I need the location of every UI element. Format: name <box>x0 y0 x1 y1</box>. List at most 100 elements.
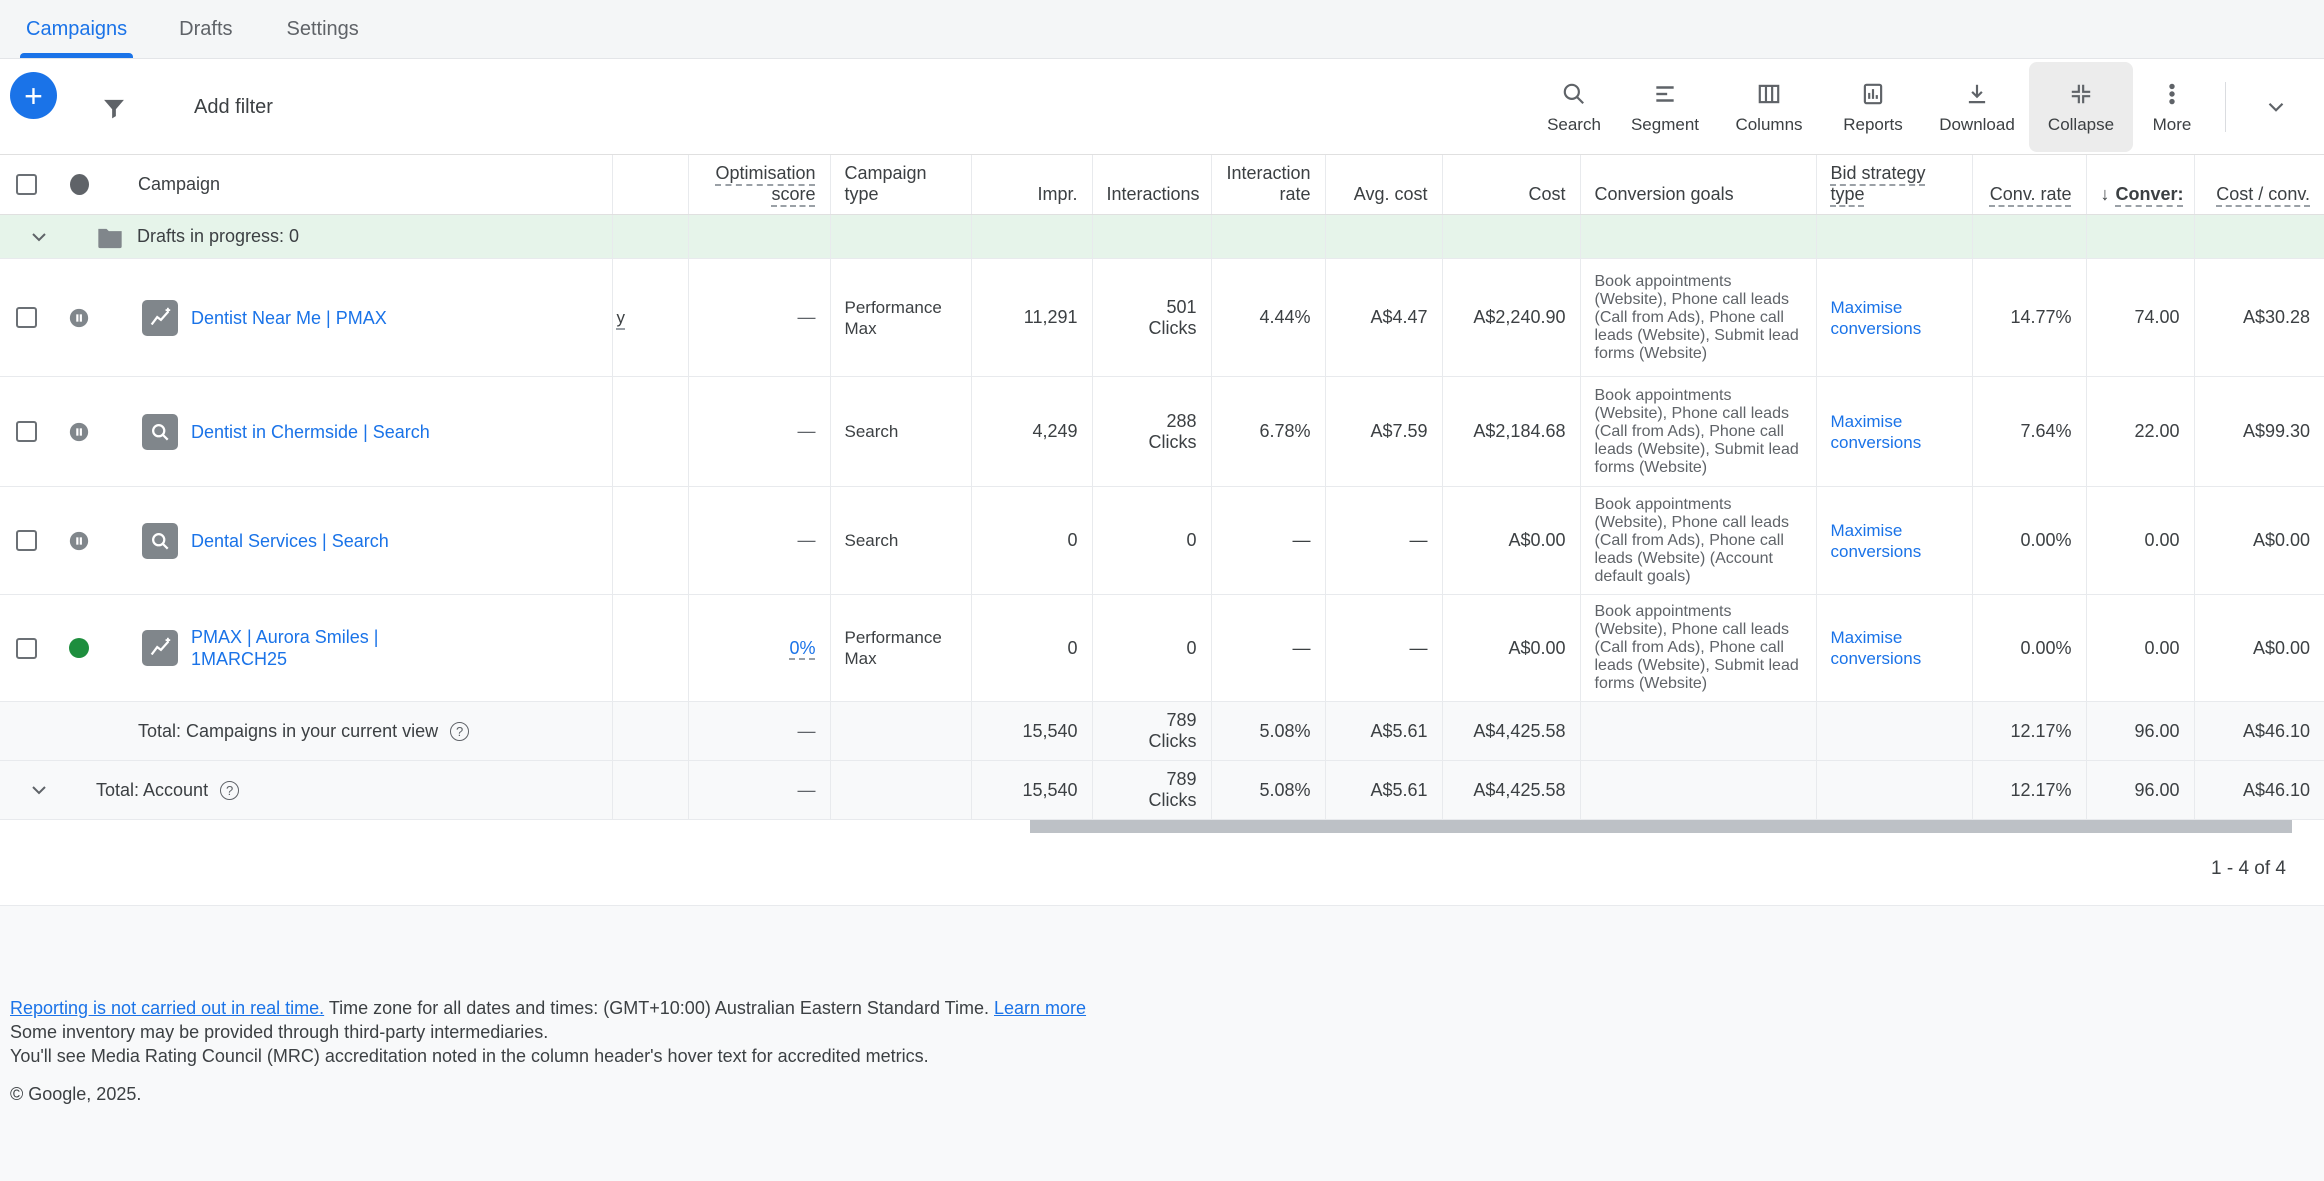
bid-strategy-link[interactable]: Maximise conversions <box>1830 411 1922 452</box>
header-optimisation-score-label: Optimisation score <box>715 163 816 204</box>
row-checkbox[interactable] <box>16 637 37 659</box>
bid-strategy-link[interactable]: Maximise conversions <box>1830 628 1922 668</box>
help-icon[interactable]: ? <box>450 721 470 741</box>
conv-rate-value: 7.64% <box>1971 376 2086 487</box>
more-vertical-icon <box>2159 81 2185 107</box>
interaction-rate-value: 6.78% <box>1210 376 1325 487</box>
segment-button[interactable]: Segment <box>1613 62 1717 152</box>
avg-cost-value: — <box>1324 594 1442 702</box>
table-header-row: Campaign Optimisation score Campaign typ… <box>0 155 2324 215</box>
total-impressions: 15,540 <box>970 760 1092 820</box>
toolbar-right-group: Search Segment Columns Reports Download <box>1535 59 2308 155</box>
truncated-column-fragment: y <box>616 308 626 327</box>
header-campaign: Campaign <box>0 155 612 215</box>
add-filter-label[interactable]: Add filter <box>194 96 273 118</box>
total-optimisation-score: — <box>797 779 816 800</box>
cost-per-conv-value: A$99.30 <box>2193 376 2324 487</box>
paused-status-icon <box>68 530 90 552</box>
header-cost-per-conv-label: Cost / conv. <box>2216 184 2310 204</box>
campaign-link[interactable]: PMAX | Aurora Smiles | 1MARCH25 <box>191 627 379 669</box>
interactions-count: 288 <box>1166 410 1197 431</box>
cost-value: A$0.00 <box>1441 486 1580 595</box>
total-cost: A$4,425.58 <box>1441 701 1580 761</box>
search-campaign-icon <box>142 522 178 559</box>
campaign-row: Dentist in Chermside | Search — Search 4… <box>0 376 2324 487</box>
bid-strategy-link[interactable]: Maximise conversions <box>1830 297 1922 338</box>
paused-status-icon <box>68 421 90 443</box>
header-bid-strategy-type-label: Bid strategy type <box>1830 163 1926 204</box>
tab-campaigns[interactable]: Campaigns <box>19 0 134 58</box>
bid-strategy-link[interactable]: Maximise conversions <box>1830 520 1922 561</box>
total-account-label: Total: Account <box>96 779 209 800</box>
filter-button[interactable] <box>100 92 132 124</box>
select-all-checkbox[interactable] <box>16 174 37 195</box>
account-total-chevron-down-icon[interactable] <box>26 777 52 803</box>
header-conv-rate[interactable]: Conv. rate <box>1971 155 2086 215</box>
optimisation-score-value: — <box>797 421 816 441</box>
optimisation-score-link[interactable]: 0% <box>789 637 816 658</box>
search-button[interactable]: Search <box>1535 62 1613 152</box>
expand-toolbar-button[interactable] <box>2244 75 2308 139</box>
more-button[interactable]: More <box>2133 62 2211 152</box>
header-conversions-sorted[interactable]: ↓ Conver: <box>2085 155 2194 215</box>
download-button[interactable]: Download <box>1925 62 2029 152</box>
plus-icon: + <box>24 77 43 114</box>
collapse-button[interactable]: Collapse <box>2029 62 2133 152</box>
row-checkbox[interactable] <box>16 307 37 328</box>
header-cost[interactable]: Cost <box>1441 155 1580 215</box>
total-interactions-unit: Clicks <box>1148 731 1197 751</box>
sort-descending-icon: ↓ <box>2100 184 2110 204</box>
tab-settings[interactable]: Settings <box>283 0 363 58</box>
interaction-rate-value: 4.44% <box>1210 258 1325 377</box>
header-interaction-rate[interactable]: Interaction rate <box>1210 155 1325 215</box>
search-campaign-icon <box>142 413 178 450</box>
interactions-count: 0 <box>1186 637 1197 658</box>
cost-per-conv-value: A$0.00 <box>2193 594 2324 702</box>
drafts-chevron-down-icon[interactable] <box>26 224 52 250</box>
download-button-label: Download <box>1939 115 2015 134</box>
horizontal-scrollbar-thumb[interactable] <box>1030 820 2292 833</box>
header-campaign-type[interactable]: Campaign type <box>829 155 971 215</box>
help-icon[interactable]: ? <box>220 780 240 800</box>
tab-drafts[interactable]: Drafts <box>175 0 236 58</box>
reporting-link[interactable]: Reporting is not carried out in real tim… <box>10 998 325 1018</box>
total-interactions-count: 789 <box>1166 710 1197 730</box>
chevron-down-icon <box>2263 94 2289 120</box>
segment-button-label: Segment <box>1630 115 1700 134</box>
paused-status-icon <box>68 307 90 329</box>
conversion-goals-value: Book appointments (Website), Phone call … <box>1579 594 1816 702</box>
header-impressions[interactable]: Impr. <box>970 155 1092 215</box>
columns-icon <box>1756 81 1782 107</box>
campaign-row: Dental Services | Search — Search 0 0 — … <box>0 486 2324 595</box>
learn-more-link[interactable]: Learn more <box>993 998 1087 1018</box>
header-cost-per-conv[interactable]: Cost / conv. <box>2193 155 2324 215</box>
header-interactions-label: Interactions <box>1106 184 1200 204</box>
total-interaction-rate: 5.08% <box>1210 701 1325 761</box>
header-bid-strategy-type[interactable]: Bid strategy type <box>1815 155 1972 215</box>
total-cost-per-conv: A$46.10 <box>2193 701 2324 761</box>
header-optimisation-score[interactable]: Optimisation score <box>687 155 830 215</box>
columns-button[interactable]: Columns <box>1717 62 1821 152</box>
campaigns-table: Campaign Optimisation score Campaign typ… <box>0 155 2324 820</box>
page-footer: Reporting is not carried out in real tim… <box>0 906 2324 1181</box>
interactions-value: 501 Clicks <box>1091 258 1211 377</box>
campaign-link[interactable]: Dental Services | Search <box>191 530 389 551</box>
header-avg-cost[interactable]: Avg. cost <box>1324 155 1442 215</box>
header-avg-cost-label: Avg. cost <box>1353 184 1428 204</box>
conversions-value: 74.00 <box>2085 258 2194 377</box>
impressions-value: 4,249 <box>970 376 1092 487</box>
header-interactions[interactable]: Interactions <box>1091 155 1211 215</box>
interactions-value: 288 Clicks <box>1091 376 1211 487</box>
reports-button[interactable]: Reports <box>1821 62 1925 152</box>
row-checkbox[interactable] <box>16 421 37 442</box>
interaction-rate-value: — <box>1210 594 1325 702</box>
campaign-link[interactable]: Dentist Near Me | PMAX <box>191 307 387 328</box>
row-checkbox[interactable] <box>16 530 37 551</box>
collapse-button-label: Collapse <box>2047 115 2115 134</box>
interaction-rate-value: — <box>1210 486 1325 595</box>
timezone-text: Time zone for all dates and times: (GMT+… <box>324 998 994 1018</box>
total-interaction-rate: 5.08% <box>1210 760 1325 820</box>
campaign-link[interactable]: Dentist in Chermside | Search <box>191 421 430 442</box>
header-conversion-goals[interactable]: Conversion goals <box>1579 155 1816 215</box>
add-campaign-button[interactable]: + <box>10 72 57 119</box>
